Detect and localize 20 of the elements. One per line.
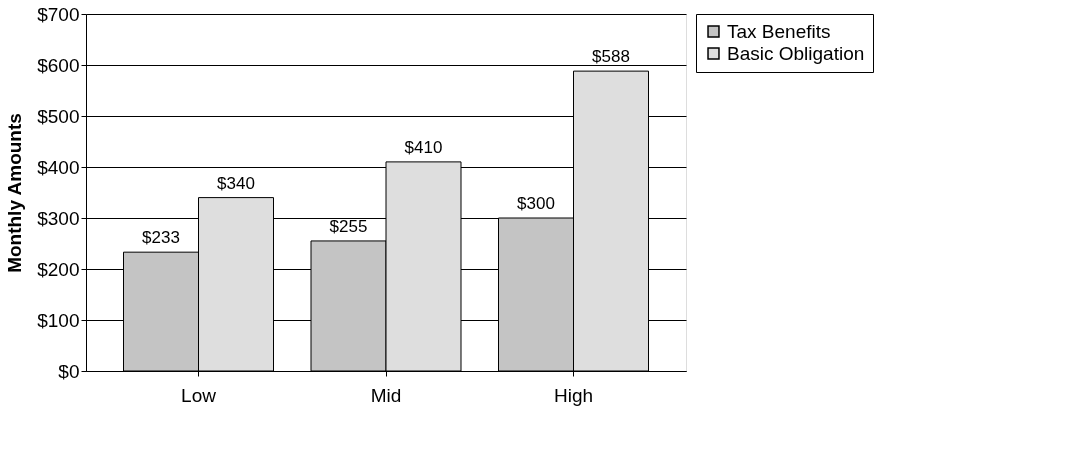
data-label: $340 <box>217 173 255 193</box>
y-tick-label: $0 <box>58 360 80 382</box>
data-label: $233 <box>142 228 180 248</box>
y-axis-title: Monthly Amounts <box>4 113 26 273</box>
data-label: $255 <box>329 216 368 236</box>
legend-label: Basic Obligation <box>727 42 865 64</box>
y-tick-label: $700 <box>37 3 80 25</box>
y-tick-label: $100 <box>37 309 80 331</box>
x-tick-label: Low <box>181 384 217 406</box>
x-tick-label: Mid <box>370 384 402 406</box>
x-tick-label: High <box>553 384 594 406</box>
y-tick-label: $500 <box>37 105 80 127</box>
y-tick-label: $200 <box>37 258 80 280</box>
y-tick-label: $400 <box>37 156 80 178</box>
data-label: $300 <box>517 194 555 213</box>
y-tick-label: $300 <box>37 207 80 229</box>
data-label: $410 <box>404 137 443 157</box>
data-label: $588 <box>592 47 630 67</box>
y-tick-label: $600 <box>37 54 80 76</box>
legend-label: Tax Benefits <box>727 20 831 42</box>
